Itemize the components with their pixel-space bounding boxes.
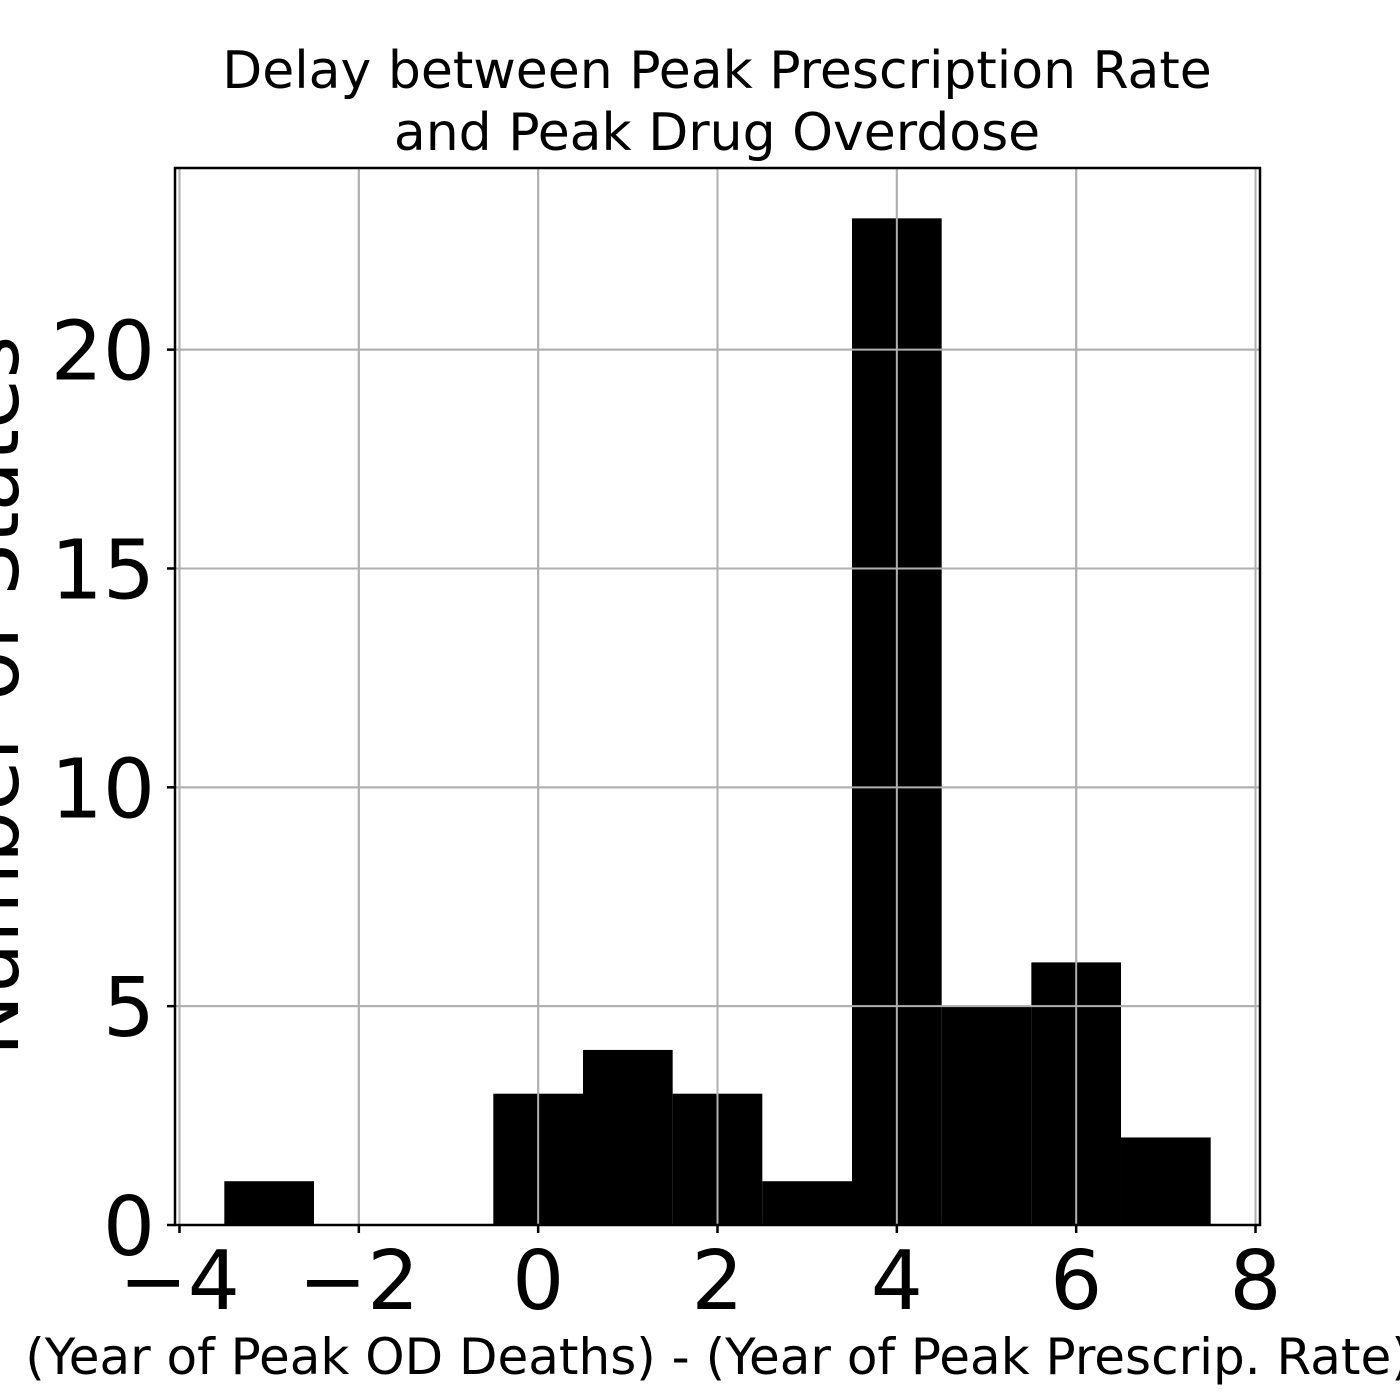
y-axis-ticks: 0 5 10 15 20: [51, 305, 175, 1275]
chart-title-line-2: and Peak Drug Overdose: [394, 103, 1040, 163]
x-axis-label: (Year of Peak OD Deaths) - (Year of Peak…: [25, 1328, 1400, 1386]
x-axis-ticks: −4 −2 0 2 4 6 8: [119, 1225, 1282, 1329]
y-tick-label: 20: [51, 305, 155, 400]
y-tick-label: 10: [51, 742, 155, 837]
histogram-bar: [582, 1049, 673, 1225]
histogram-bar: [762, 1181, 853, 1225]
y-tick-label: 5: [103, 961, 155, 1056]
x-tick-label: 6: [1050, 1234, 1102, 1329]
x-tick-label: −2: [298, 1234, 419, 1329]
histogram-bar: [224, 1181, 314, 1225]
grid-overlay: [175, 168, 1260, 1225]
x-tick-label: 0: [512, 1234, 564, 1329]
x-tick-label: 4: [871, 1234, 923, 1329]
y-axis-label: Number of States: [0, 336, 38, 1056]
chart-title-line-1: Delay between Peak Prescription Rate: [222, 41, 1212, 101]
y-tick-label: 15: [51, 523, 155, 618]
x-tick-label: 8: [1229, 1234, 1281, 1329]
histogram-bar: [941, 1006, 1032, 1225]
chart-title: Delay between Peak Prescription Rate and…: [222, 41, 1212, 163]
histogram-bar: [1121, 1137, 1211, 1225]
x-tick-label: 2: [691, 1234, 743, 1329]
y-tick-label: 0: [103, 1180, 155, 1275]
x-tick-label: −4: [119, 1234, 240, 1329]
bars: [224, 218, 1211, 1226]
